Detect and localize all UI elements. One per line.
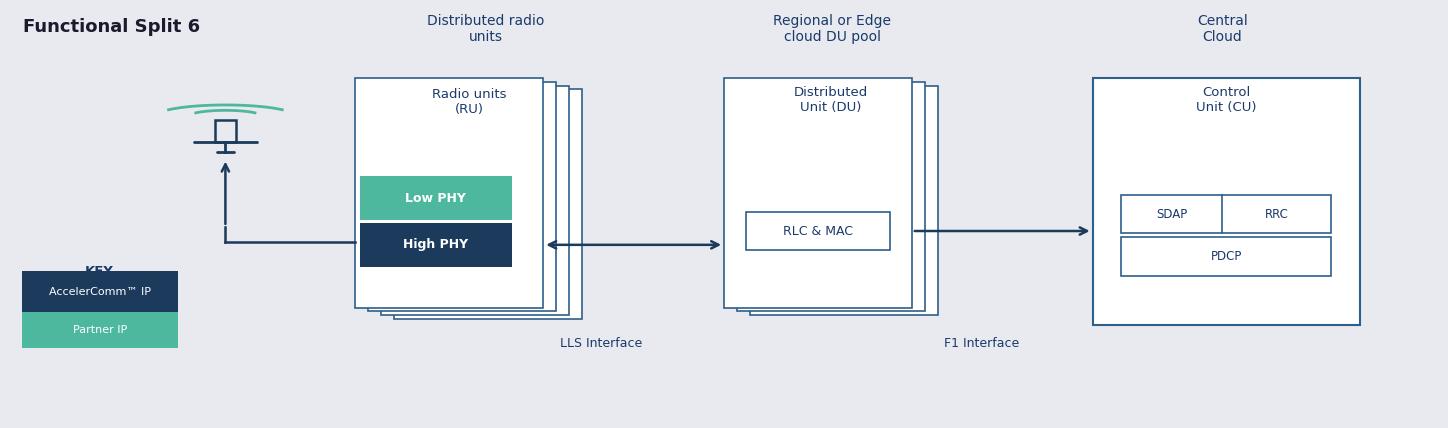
Text: F1 Interface: F1 Interface [944, 337, 1019, 350]
Text: RRC: RRC [1264, 208, 1289, 220]
Text: Central
Cloud: Central Cloud [1197, 14, 1248, 45]
Bar [359, 223, 511, 267]
Bar [22, 271, 178, 312]
Text: LLS Interface: LLS Interface [560, 337, 643, 350]
Text: Partner IP: Partner IP [72, 325, 127, 335]
Text: High PHY: High PHY [403, 238, 468, 251]
Bar [1121, 238, 1331, 276]
Text: Control
Unit (CU): Control Unit (CU) [1196, 86, 1257, 114]
Bar [368, 82, 556, 312]
Text: Regional or Edge
cloud DU pool: Regional or Edge cloud DU pool [773, 14, 892, 45]
Bar [22, 312, 178, 348]
Bar [746, 212, 891, 250]
Bar [724, 78, 912, 308]
Text: SDAP: SDAP [1156, 208, 1187, 220]
Text: Distributed
Unit (DU): Distributed Unit (DU) [794, 86, 867, 114]
Bar [750, 86, 938, 315]
Text: AccelerComm™ IP: AccelerComm™ IP [49, 287, 151, 297]
Text: Low PHY: Low PHY [405, 192, 466, 205]
Text: Functional Split 6: Functional Split 6 [23, 18, 200, 36]
Bar [359, 176, 511, 220]
Bar [1121, 195, 1331, 233]
Text: PDCP: PDCP [1211, 250, 1242, 263]
Bar [355, 78, 543, 308]
Text: Radio units
(RU): Radio units (RU) [432, 88, 507, 116]
Text: Distributed radio
units: Distributed radio units [427, 14, 544, 45]
Bar [216, 120, 236, 142]
Text: RLC & MAC: RLC & MAC [783, 225, 853, 238]
Bar [381, 86, 569, 315]
Text: KEY: KEY [85, 265, 114, 278]
Bar [394, 89, 582, 319]
Bar [1093, 78, 1360, 324]
Bar [737, 82, 925, 312]
